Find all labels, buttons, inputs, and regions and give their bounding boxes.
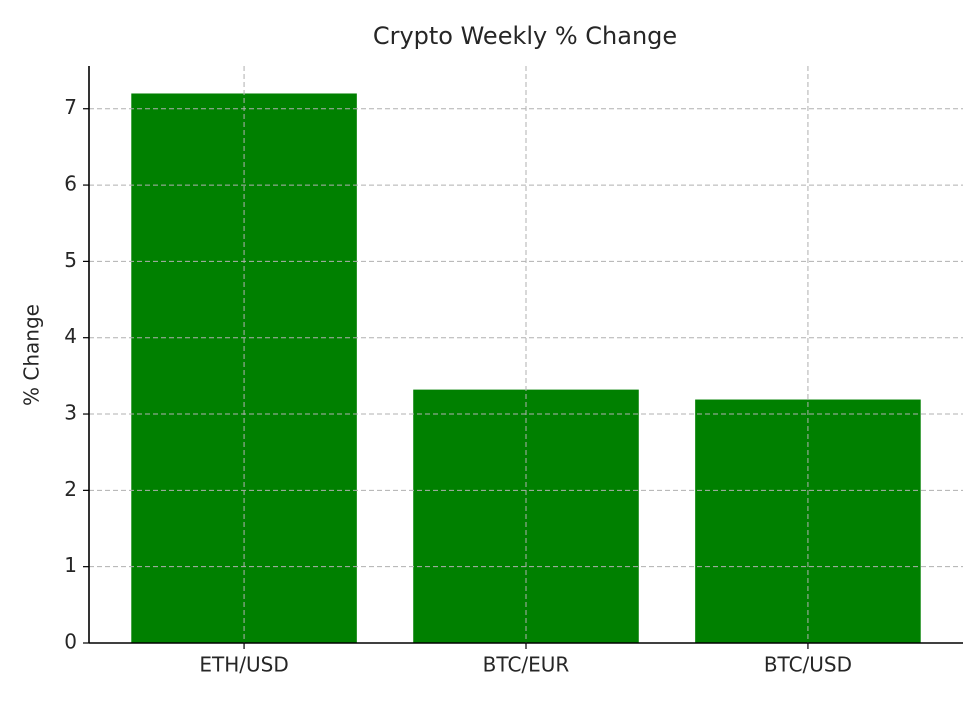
x-tick-label: ETH/USD xyxy=(199,653,288,677)
bar xyxy=(131,93,357,643)
y-tick-label: 1 xyxy=(64,553,77,577)
y-tick-label: 2 xyxy=(64,477,77,501)
y-tick-label: 0 xyxy=(64,630,77,654)
y-tick-label: 3 xyxy=(64,401,77,425)
y-axis-label: % Change xyxy=(20,304,44,406)
chart-title: Crypto Weekly % Change xyxy=(373,22,677,50)
y-tick-label: 7 xyxy=(64,95,77,119)
y-tick-label: 4 xyxy=(64,324,77,348)
y-tick-label: 6 xyxy=(64,172,77,196)
x-tick-label: BTC/EUR xyxy=(483,653,570,677)
x-tick-label: BTC/USD xyxy=(764,653,852,677)
y-tick-label: 5 xyxy=(64,248,77,272)
